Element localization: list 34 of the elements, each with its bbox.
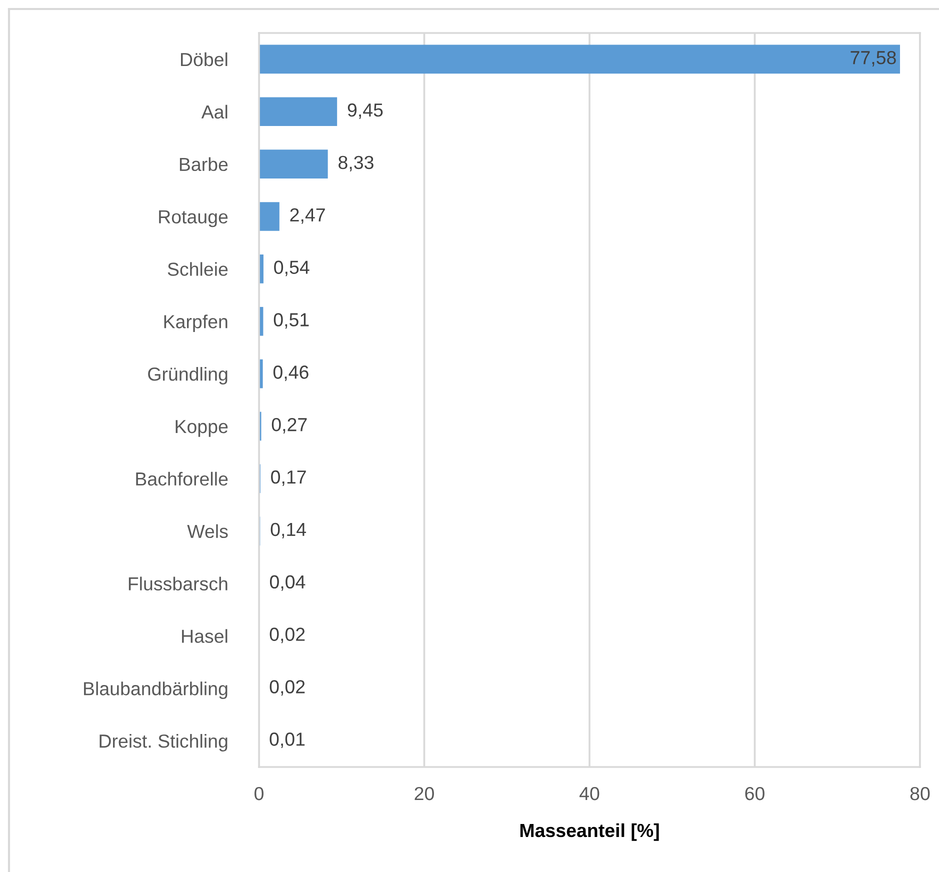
x-tick-label: 60 xyxy=(745,786,764,800)
data-label: 0,02 xyxy=(270,680,305,696)
data-label: 0,02 xyxy=(270,628,305,644)
data-label: 0,46 xyxy=(273,366,308,382)
y-tick-label: Wels xyxy=(187,524,228,538)
x-tick-label: 0 xyxy=(254,786,264,800)
data-label: 0,17 xyxy=(271,470,306,486)
data-label: 0,01 xyxy=(270,732,305,748)
data-label: 2,47 xyxy=(290,208,325,224)
y-tick-label: Rotauge xyxy=(159,210,228,228)
data-label: 0,04 xyxy=(270,575,306,591)
data-label: 0,54 xyxy=(274,260,310,276)
data-label: 8,33 xyxy=(338,156,374,172)
data-label: 9,45 xyxy=(348,103,383,119)
data-label: 0,27 xyxy=(272,418,307,434)
x-tick-label: 20 xyxy=(414,786,434,800)
data-label: 0,14 xyxy=(270,522,306,538)
x-axis-title: Masseanteil [%] xyxy=(520,823,659,841)
y-tick-label: Gründling xyxy=(148,366,228,384)
y-tick-label: Koppe xyxy=(176,420,228,437)
x-tick-label: 40 xyxy=(580,786,600,800)
y-tick-label: Döbel xyxy=(180,52,228,66)
data-label: 0,51 xyxy=(274,313,309,329)
y-tick-label: Blaubandbärbling xyxy=(84,682,228,700)
y-tick-label: Karpfen xyxy=(164,314,228,332)
y-tick-label: Flussbarsch xyxy=(128,576,228,590)
x-tick-label: 80 xyxy=(910,786,930,800)
y-tick-label: Dreist. Stichling xyxy=(100,734,228,752)
y-tick-label: Bachforelle xyxy=(136,472,228,486)
y-tick-label: Barbe xyxy=(180,157,228,172)
y-tick-label: Schleie xyxy=(168,262,228,276)
data-label: 77,58 xyxy=(850,50,896,66)
y-tick-label: Hasel xyxy=(182,629,228,643)
y-tick-label: Aal xyxy=(201,104,228,119)
